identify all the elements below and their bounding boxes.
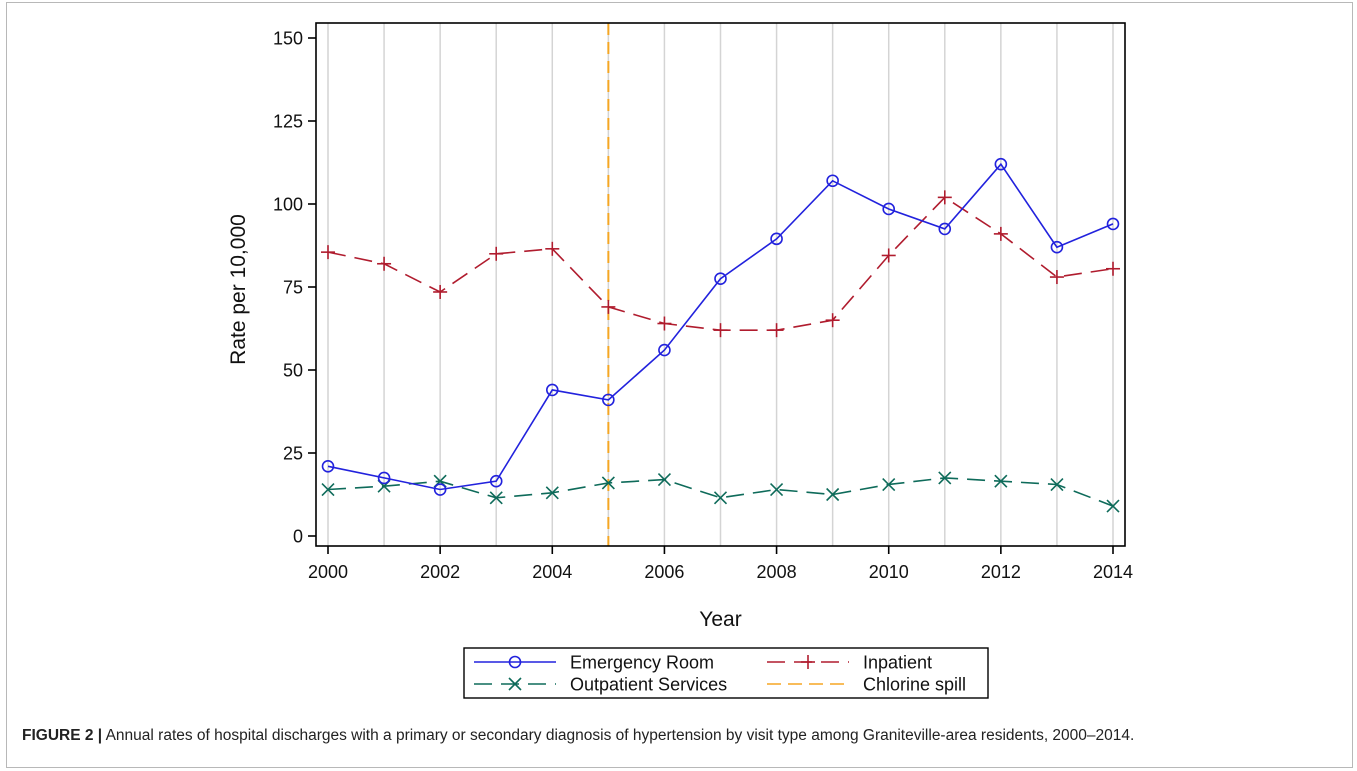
data-point bbox=[489, 491, 503, 505]
data-point bbox=[1050, 477, 1064, 492]
y-tick-label: 150 bbox=[273, 29, 303, 49]
x-tick-label: 2002 bbox=[420, 562, 460, 582]
x-tick-label: 2010 bbox=[869, 562, 909, 582]
data-point bbox=[321, 459, 335, 473]
plot-area bbox=[315, 22, 1126, 547]
data-point bbox=[377, 471, 391, 485]
legend: Emergency Room Inpatient Outpatient Servic… bbox=[463, 647, 989, 699]
y-tick-label: 0 bbox=[293, 527, 303, 547]
series-line bbox=[327, 477, 1114, 507]
data-point bbox=[602, 393, 615, 407]
legend-label: Chlorine spill bbox=[863, 675, 966, 695]
series-emergency-room bbox=[321, 157, 1120, 496]
legend-item-chlorine-spill: Chlorine spill bbox=[767, 675, 966, 695]
data-point bbox=[377, 256, 392, 271]
data-point bbox=[545, 486, 559, 500]
x-tick-label: 2004 bbox=[532, 562, 572, 582]
data-point bbox=[433, 284, 448, 299]
data-point bbox=[769, 323, 784, 338]
data-point bbox=[801, 655, 815, 669]
data-point bbox=[1106, 261, 1120, 276]
data-point bbox=[826, 174, 839, 188]
data-point-d2 bbox=[713, 491, 728, 505]
data-point bbox=[657, 316, 672, 331]
data-point bbox=[713, 323, 728, 338]
series-outpatient-services bbox=[321, 471, 1120, 513]
caption-text: Annual rates of hospital discharges with… bbox=[105, 727, 1135, 744]
data-point bbox=[489, 246, 504, 261]
data-point bbox=[882, 477, 896, 492]
series-inpatient bbox=[321, 190, 1120, 338]
caption-label: FIGURE 2 | bbox=[22, 727, 103, 744]
data-point bbox=[489, 474, 503, 488]
data-point bbox=[321, 482, 335, 497]
data-point bbox=[770, 482, 784, 497]
data-point-d2 bbox=[489, 491, 503, 505]
data-point bbox=[994, 157, 1008, 171]
data-point bbox=[714, 272, 727, 286]
data-point bbox=[937, 190, 952, 205]
x-tick-label: 2006 bbox=[644, 562, 684, 582]
data-point-d2 bbox=[321, 482, 335, 497]
data-point bbox=[545, 383, 559, 397]
y-tick-label: 100 bbox=[273, 195, 303, 215]
data-point bbox=[1106, 499, 1120, 513]
data-point bbox=[993, 226, 1008, 241]
data-point-d2 bbox=[508, 677, 522, 691]
legend-item-outpatient-services: Outpatient Services bbox=[474, 675, 727, 695]
legend-label: Emergency Room bbox=[570, 653, 714, 673]
x-axis-label: Year bbox=[699, 608, 741, 631]
legend-box bbox=[463, 647, 989, 699]
legend-label: Inpatient bbox=[863, 653, 932, 673]
data-point-d2 bbox=[994, 474, 1008, 488]
data-point bbox=[433, 483, 447, 496]
y-axis-label: Rate per 10,000 bbox=[227, 214, 250, 365]
data-point bbox=[508, 677, 522, 691]
series-line bbox=[327, 162, 1114, 491]
y-tick-label: 125 bbox=[273, 112, 303, 132]
x-tick-label: 2000 bbox=[308, 562, 348, 582]
data-point bbox=[601, 476, 615, 490]
data-point bbox=[826, 487, 840, 502]
data-point bbox=[1050, 240, 1064, 254]
figure-frame bbox=[6, 2, 1353, 768]
data-point bbox=[601, 299, 616, 314]
x-tick-label: 2008 bbox=[757, 562, 797, 582]
data-point bbox=[825, 313, 840, 328]
data-point-d2 bbox=[770, 482, 784, 497]
legend-label: Outpatient Services bbox=[570, 675, 727, 695]
data-point bbox=[1106, 217, 1120, 231]
data-point bbox=[770, 232, 783, 246]
data-point bbox=[1049, 270, 1064, 285]
y-tick-label: 50 bbox=[283, 361, 303, 381]
data-point-d2 bbox=[882, 477, 896, 492]
data-point-d2 bbox=[938, 471, 952, 485]
x-tick-label: 2012 bbox=[981, 562, 1021, 582]
x-tick-label: 2014 bbox=[1093, 562, 1133, 582]
data-point bbox=[508, 655, 522, 669]
data-point-d2 bbox=[601, 476, 615, 490]
data-point-d2 bbox=[545, 486, 559, 500]
figure-caption: FIGURE 2 | Annual rates of hospital disc… bbox=[22, 727, 1342, 745]
data-point bbox=[938, 222, 952, 236]
legend-item-inpatient: Inpatient bbox=[767, 653, 932, 673]
data-point bbox=[713, 491, 728, 505]
data-point bbox=[881, 248, 896, 263]
data-point bbox=[938, 471, 952, 485]
data-point bbox=[994, 474, 1008, 488]
data-point-d2 bbox=[1106, 499, 1120, 513]
y-tick-label: 25 bbox=[283, 444, 303, 464]
data-point-d2 bbox=[657, 472, 671, 487]
line-chart: 0 25 50 75 100 125 150 2000 2002 2004 2006 2008 2010… bbox=[227, 22, 1133, 699]
data-point bbox=[882, 202, 896, 216]
data-point bbox=[545, 241, 560, 256]
data-point bbox=[657, 472, 671, 487]
data-point-d2 bbox=[1050, 477, 1064, 492]
y-tick-label: 75 bbox=[283, 278, 303, 298]
data-point bbox=[321, 245, 335, 260]
data-point-d2 bbox=[826, 487, 840, 502]
legend-item-emergency-room: Emergency Room bbox=[474, 653, 714, 673]
data-point bbox=[658, 343, 671, 357]
